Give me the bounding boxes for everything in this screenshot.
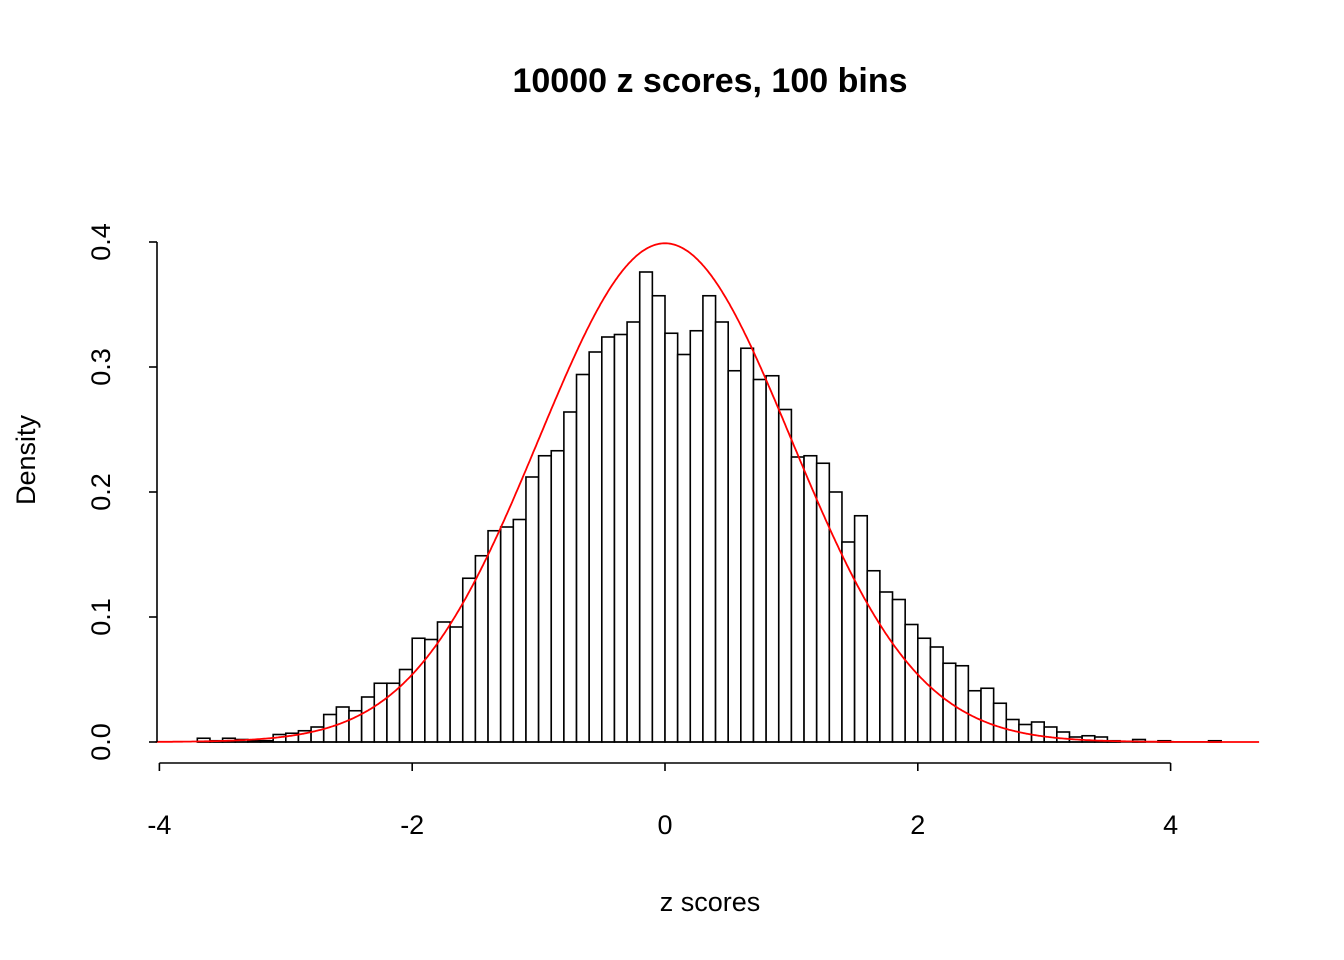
x-tick-label: 2 bbox=[910, 810, 925, 840]
chart-title: 10000 z scores, 100 bins bbox=[512, 62, 907, 100]
y-tick-label: 0.4 bbox=[86, 223, 116, 261]
histogram-bar bbox=[373, 682, 388, 743]
histogram-bar bbox=[866, 569, 881, 743]
histogram-bar bbox=[727, 369, 742, 743]
histogram-bar bbox=[360, 696, 376, 743]
histogram-bar bbox=[980, 687, 995, 743]
histogram-bar bbox=[474, 554, 489, 743]
histogram-bar bbox=[487, 529, 502, 743]
x-tick-label: 0 bbox=[657, 810, 672, 840]
histogram-bar bbox=[790, 456, 805, 743]
histogram-bar bbox=[1030, 721, 1046, 743]
histogram-bar bbox=[765, 374, 780, 743]
y-axis-label: Density bbox=[11, 414, 41, 505]
histogram-bar bbox=[803, 454, 818, 743]
y-axis: 0.0 0.1 0.2 0.3 0.4 bbox=[86, 223, 158, 761]
histogram-bar bbox=[740, 347, 755, 743]
x-axis: -4 -2 0 2 4 bbox=[147, 762, 1178, 840]
histogram-bar bbox=[512, 518, 527, 743]
histogram-bar bbox=[929, 646, 944, 743]
histogram-bar bbox=[777, 408, 793, 743]
bars bbox=[196, 271, 1222, 743]
histogram-bar bbox=[499, 526, 515, 743]
histogram-bar bbox=[449, 626, 464, 743]
x-tick-label: -4 bbox=[147, 810, 171, 840]
histogram-bar bbox=[916, 637, 932, 743]
histogram-bar bbox=[1043, 726, 1058, 743]
histogram-bar bbox=[626, 321, 641, 743]
histogram-bar bbox=[879, 591, 894, 743]
histogram-bar bbox=[550, 449, 565, 743]
histogram-bar bbox=[537, 454, 553, 743]
histogram-bar bbox=[525, 476, 540, 743]
histogram-bar bbox=[588, 351, 603, 743]
y-tick-label: 0.1 bbox=[86, 598, 116, 636]
histogram-bar bbox=[411, 637, 426, 743]
histogram-bar bbox=[689, 329, 704, 743]
histogram-bar bbox=[575, 373, 590, 743]
x-tick-label: -2 bbox=[400, 810, 424, 840]
histogram-bar bbox=[904, 623, 919, 743]
histogram-bar bbox=[853, 514, 869, 743]
histogram-bar bbox=[702, 294, 717, 743]
histogram-bar bbox=[424, 638, 439, 743]
histogram-bar bbox=[992, 702, 1008, 743]
histogram-bar bbox=[714, 321, 729, 743]
histogram-bar bbox=[461, 577, 477, 743]
histogram-bar bbox=[600, 336, 616, 743]
histogram-bar bbox=[828, 491, 843, 743]
histogram-bar bbox=[841, 541, 856, 743]
histogram-bar bbox=[891, 598, 906, 743]
y-tick-label: 0.2 bbox=[86, 473, 116, 511]
normal-density-curve bbox=[155, 242, 1260, 743]
histogram-bar bbox=[651, 294, 666, 743]
histogram-bar bbox=[1056, 731, 1071, 743]
histogram-bar bbox=[613, 333, 628, 743]
histogram-bar bbox=[954, 664, 970, 743]
histogram-bar bbox=[638, 271, 654, 743]
histogram-bar bbox=[563, 411, 578, 743]
histogram-bar bbox=[664, 332, 679, 743]
x-tick-label: 4 bbox=[1163, 810, 1178, 840]
histogram-bar bbox=[752, 378, 767, 743]
y-tick-label: 0.0 bbox=[86, 723, 116, 761]
histogram-bar bbox=[676, 353, 692, 743]
y-tick-label: 0.3 bbox=[86, 348, 116, 386]
x-axis-label: z scores bbox=[660, 887, 761, 917]
